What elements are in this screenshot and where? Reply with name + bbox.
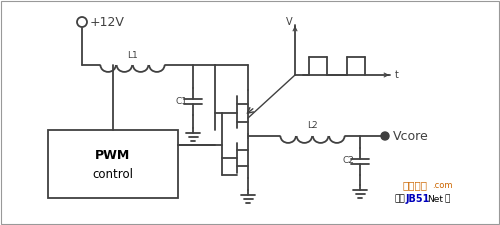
Text: C2: C2	[342, 156, 354, 165]
Text: t: t	[395, 70, 399, 80]
Text: Vcore: Vcore	[393, 130, 429, 142]
Text: L1: L1	[126, 51, 138, 60]
Text: C1: C1	[176, 97, 188, 106]
Text: L2: L2	[306, 121, 318, 130]
Text: control: control	[92, 168, 134, 181]
Circle shape	[381, 132, 389, 140]
Text: 脚本之家: 脚本之家	[402, 180, 427, 190]
Text: V: V	[286, 17, 293, 27]
Text: 网: 网	[444, 194, 450, 203]
Bar	[48, 130, 178, 198]
Text: 电脑: 电脑	[394, 194, 406, 203]
Text: +12V: +12V	[90, 16, 125, 29]
Text: JB51: JB51	[406, 194, 430, 204]
Text: PWM: PWM	[96, 149, 130, 162]
Text: Net: Net	[427, 194, 443, 203]
Text: .com: .com	[432, 180, 452, 189]
